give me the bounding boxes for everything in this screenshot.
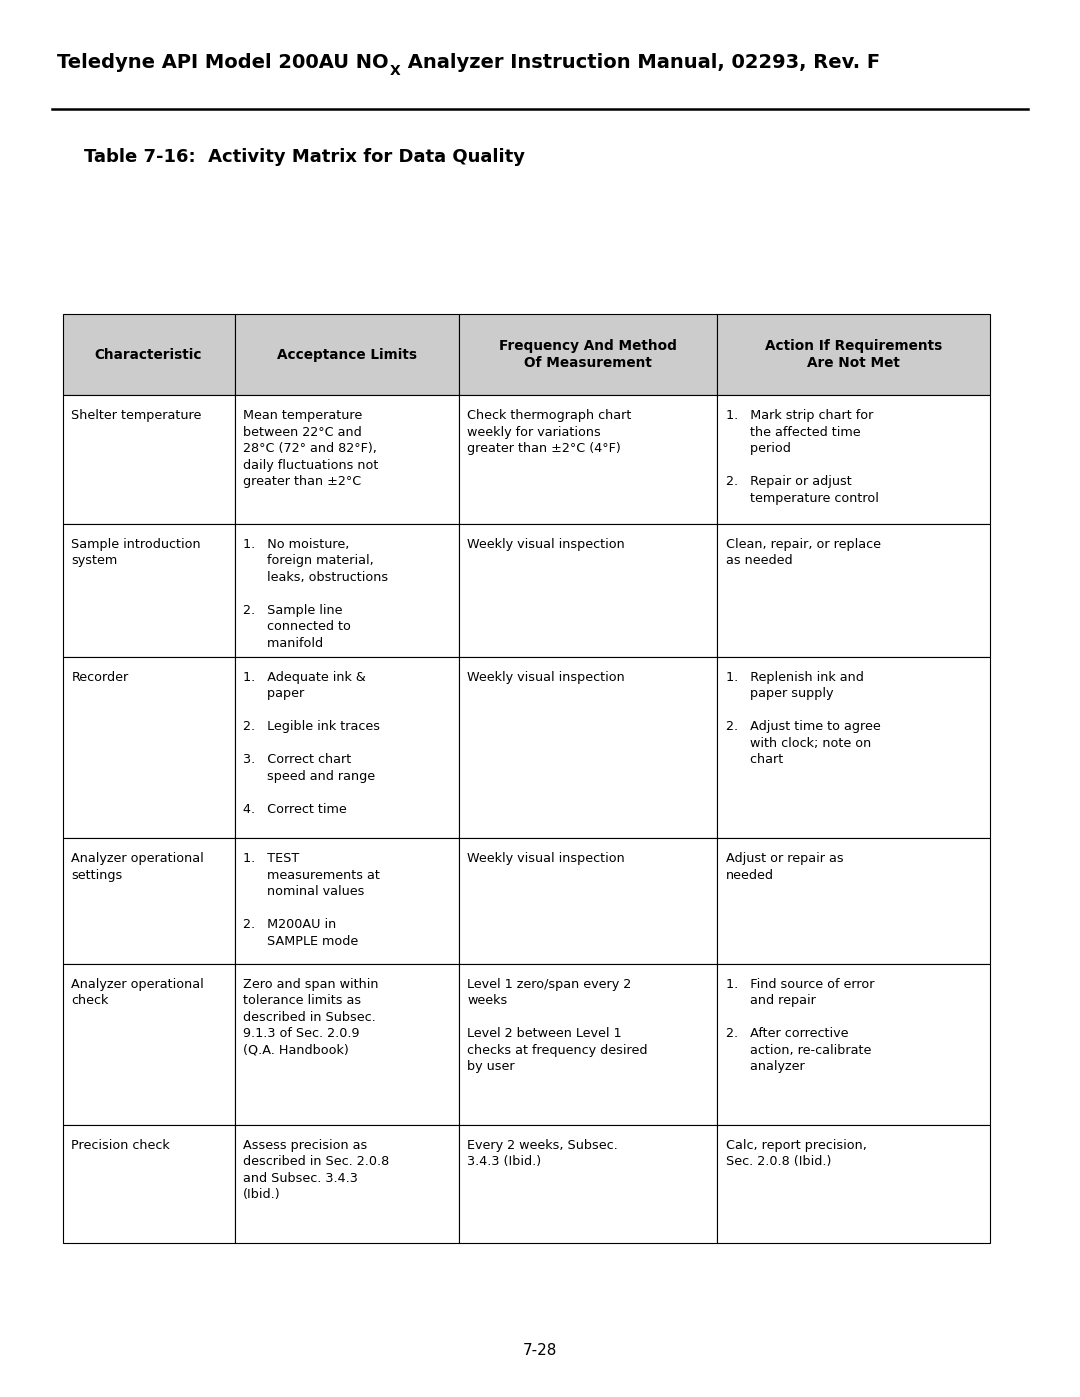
Text: X: X — [390, 64, 401, 78]
Bar — [717, 657, 989, 838]
Bar — [459, 1125, 717, 1243]
Bar — [63, 838, 234, 964]
Text: Table 7-16:  Activity Matrix for Data Quality: Table 7-16: Activity Matrix for Data Qua… — [84, 148, 525, 166]
Text: Every 2 weeks, Subsec.
3.4.3 (Ibid.): Every 2 weeks, Subsec. 3.4.3 (Ibid.) — [468, 1139, 618, 1168]
Text: Calc, report precision,
Sec. 2.0.8 (Ibid.): Calc, report precision, Sec. 2.0.8 (Ibid… — [726, 1139, 867, 1168]
Text: Analyzer operational
check: Analyzer operational check — [71, 978, 204, 1007]
Bar — [63, 524, 234, 657]
Bar — [459, 838, 717, 964]
Text: Precision check: Precision check — [71, 1139, 170, 1151]
Bar — [459, 395, 717, 524]
Bar — [717, 964, 989, 1125]
Text: 7-28: 7-28 — [523, 1344, 557, 1358]
Text: Teledyne API Model 200AU NO: Teledyne API Model 200AU NO — [57, 53, 389, 73]
Bar — [63, 657, 234, 838]
Text: Check thermograph chart
weekly for variations
greater than ±2°C (4°F): Check thermograph chart weekly for varia… — [468, 409, 632, 455]
Bar — [717, 1125, 989, 1243]
Bar — [234, 1125, 459, 1243]
Text: Zero and span within
tolerance limits as
described in Subsec.
9.1.3 of Sec. 2.0.: Zero and span within tolerance limits as… — [243, 978, 379, 1058]
Bar — [63, 964, 234, 1125]
Bar — [234, 524, 459, 657]
Text: Clean, repair, or replace
as needed: Clean, repair, or replace as needed — [726, 538, 881, 567]
Bar — [234, 314, 459, 395]
Text: Shelter temperature: Shelter temperature — [71, 409, 202, 422]
Bar — [459, 524, 717, 657]
Text: Frequency And Method
Of Measurement: Frequency And Method Of Measurement — [499, 339, 677, 370]
Text: 1.   Adequate ink &
      paper

2.   Legible ink traces

3.   Correct chart
   : 1. Adequate ink & paper 2. Legible ink t… — [243, 671, 380, 816]
Text: Recorder: Recorder — [71, 671, 129, 683]
Bar — [459, 964, 717, 1125]
Text: Weekly visual inspection: Weekly visual inspection — [468, 852, 625, 865]
Text: 1.   Replenish ink and
      paper supply

2.   Adjust time to agree
      with : 1. Replenish ink and paper supply 2. Adj… — [726, 671, 880, 766]
Bar — [717, 395, 989, 524]
Bar — [459, 657, 717, 838]
Text: Action If Requirements
Are Not Met: Action If Requirements Are Not Met — [765, 339, 942, 370]
Bar — [63, 395, 234, 524]
Bar — [717, 314, 989, 395]
Text: Analyzer Instruction Manual, 02293, Rev. F: Analyzer Instruction Manual, 02293, Rev.… — [401, 53, 880, 73]
Text: Weekly visual inspection: Weekly visual inspection — [468, 538, 625, 550]
Bar — [234, 964, 459, 1125]
Text: Analyzer operational
settings: Analyzer operational settings — [71, 852, 204, 882]
Text: 1.   No moisture,
      foreign material,
      leaks, obstructions

2.   Sample: 1. No moisture, foreign material, leaks,… — [243, 538, 389, 650]
Text: Assess precision as
described in Sec. 2.0.8
and Subsec. 3.4.3
(Ibid.): Assess precision as described in Sec. 2.… — [243, 1139, 390, 1201]
Bar — [234, 395, 459, 524]
Text: 1.   Mark strip chart for
      the affected time
      period

2.   Repair or a: 1. Mark strip chart for the affected tim… — [726, 409, 879, 504]
Bar — [63, 1125, 234, 1243]
Bar — [459, 314, 717, 395]
Text: Characteristic: Characteristic — [95, 348, 202, 362]
Bar — [234, 657, 459, 838]
Text: Weekly visual inspection: Weekly visual inspection — [468, 671, 625, 683]
Text: 1.   Find source of error
      and repair

2.   After corrective
      action, : 1. Find source of error and repair 2. Af… — [726, 978, 875, 1073]
Bar — [717, 838, 989, 964]
Text: Level 1 zero/span every 2
weeks

Level 2 between Level 1
checks at frequency des: Level 1 zero/span every 2 weeks Level 2 … — [468, 978, 648, 1073]
Bar — [234, 838, 459, 964]
Text: Acceptance Limits: Acceptance Limits — [276, 348, 417, 362]
Bar — [717, 524, 989, 657]
Text: Adjust or repair as
needed: Adjust or repair as needed — [726, 852, 843, 882]
Text: Sample introduction
system: Sample introduction system — [71, 538, 201, 567]
Bar — [63, 314, 234, 395]
Text: 1.   TEST
      measurements at
      nominal values

2.   M200AU in
      SAMPL: 1. TEST measurements at nominal values 2… — [243, 852, 380, 947]
Text: Mean temperature
between 22°C and
28°C (72° and 82°F),
daily fluctuations not
gr: Mean temperature between 22°C and 28°C (… — [243, 409, 378, 489]
